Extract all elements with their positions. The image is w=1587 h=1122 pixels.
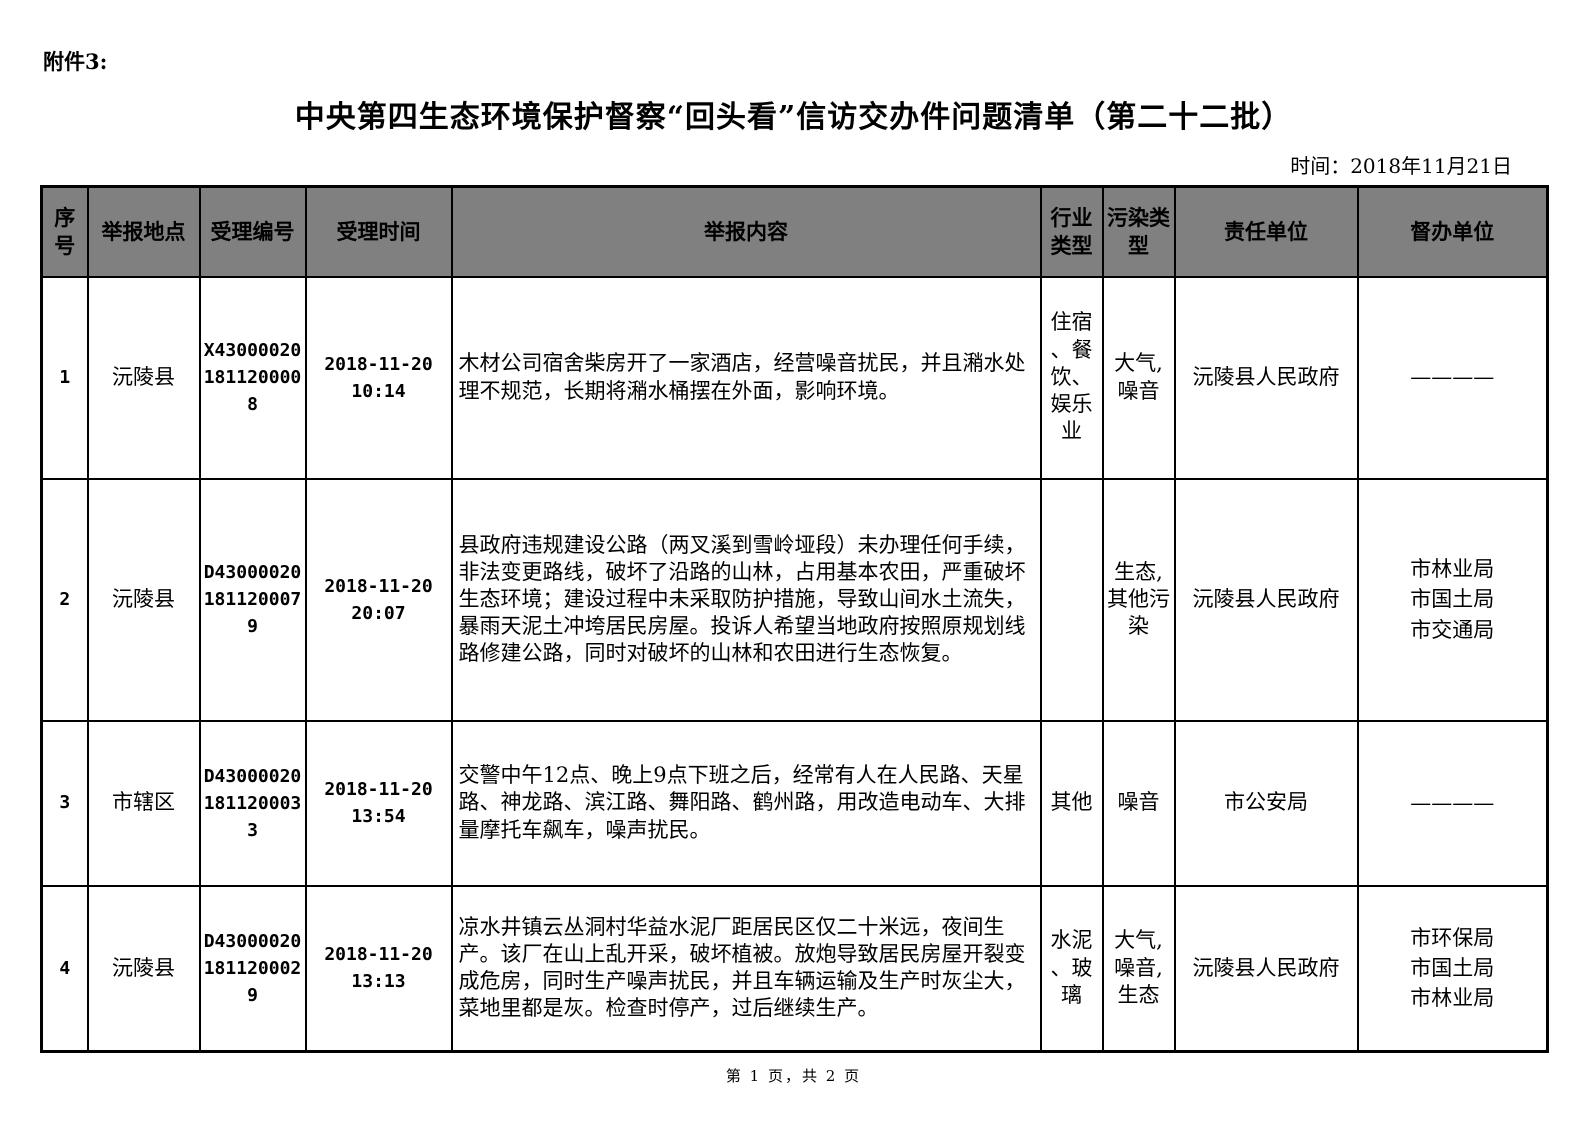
table-row: 1 沅陵县 X430000201811200008 2018-11-20 10:… xyxy=(40,275,1549,480)
cell-pollution-type: 噪音 xyxy=(1101,719,1176,887)
cell-pollution-type: 大气,噪音,生态 xyxy=(1101,884,1176,1053)
cell-case-no: D430000201811200033 xyxy=(198,719,307,887)
cell-industry-type: 住宿、餐饮、娱乐业 xyxy=(1039,275,1104,480)
cell-seq: 3 xyxy=(40,719,89,887)
cell-content: 凉水井镇云丛洞村华益水泥厂距居民区仅二十米远，夜间生产。该厂在山上乱开采，破坏植… xyxy=(450,884,1042,1053)
cell-location: 沅陵县 xyxy=(86,477,201,722)
table-row: 2 沅陵县 D430000201811200079 2018-11-20 20:… xyxy=(40,477,1549,722)
cell-accept-time: 2018-11-20 20:07 xyxy=(304,477,453,722)
cell-pollution-type: 大气,噪音 xyxy=(1101,275,1176,480)
header-industry-type: 行业类型 xyxy=(1039,185,1104,278)
table-row: 3 市辖区 D430000201811200033 2018-11-20 13:… xyxy=(40,719,1549,887)
header-pollution-type: 污染类型 xyxy=(1101,185,1176,278)
header-responsible-unit: 责任单位 xyxy=(1173,185,1359,278)
page-number-footer: 第 1 页，共 2 页 xyxy=(725,1067,862,1085)
cell-content: 木材公司宿舍柴房开了一家酒店，经营噪音扰民，并且潲水处理不规范，长期将潲水桶摆在… xyxy=(450,275,1042,480)
cell-accept-time: 2018-11-20 10:14 xyxy=(304,275,453,480)
cell-case-no: X430000201811200008 xyxy=(198,275,307,480)
cell-case-no: D430000201811200029 xyxy=(198,884,307,1053)
cell-supervising-unit: ———— xyxy=(1356,719,1549,887)
cell-responsible-unit: 沅陵县人民政府 xyxy=(1173,884,1359,1053)
cell-responsible-unit: 沅陵县人民政府 xyxy=(1173,275,1359,480)
cell-location: 市辖区 xyxy=(86,719,201,887)
cell-industry-type xyxy=(1039,477,1104,722)
cell-responsible-unit: 市公安局 xyxy=(1173,719,1359,887)
cell-case-no: D430000201811200079 xyxy=(198,477,307,722)
cell-responsible-unit: 沅陵县人民政府 xyxy=(1173,477,1359,722)
date-line: 时间：2018年11月21日 xyxy=(1290,154,1512,178)
cell-seq: 1 xyxy=(40,275,89,480)
cell-content: 县政府违规建设公路（两叉溪到雪岭垭段）未办理任何手续，非法变更路线，破坏了沿路的… xyxy=(450,477,1042,722)
header-seq: 序号 xyxy=(40,185,89,278)
cell-accept-time: 2018-11-20 13:54 xyxy=(304,719,453,887)
header-location: 举报地点 xyxy=(86,185,201,278)
header-case-no: 受理编号 xyxy=(198,185,307,278)
table-header-row: 序号 举报地点 受理编号 受理时间 举报内容 行业类型 污染类型 责任单位 督办… xyxy=(40,185,1549,278)
cell-industry-type: 水泥、玻璃 xyxy=(1039,884,1104,1053)
cell-accept-time: 2018-11-20 13:13 xyxy=(304,884,453,1053)
cell-seq: 4 xyxy=(40,884,89,1053)
attachment-label: 附件3: xyxy=(43,49,108,74)
cell-supervising-unit: 市林业局 市国土局 市交通局 xyxy=(1356,477,1549,722)
cell-pollution-type: 生态,其他污染 xyxy=(1101,477,1176,722)
cell-location: 沅陵县 xyxy=(86,884,201,1053)
cell-content: 交警中午12点、晚上9点下班之后，经常有人在人民路、天星路、神龙路、滨江路、舞阳… xyxy=(450,719,1042,887)
cell-industry-type: 其他 xyxy=(1039,719,1104,887)
cell-supervising-unit: ———— xyxy=(1356,275,1549,480)
cell-location: 沅陵县 xyxy=(86,275,201,480)
table-row: 4 沅陵县 D430000201811200029 2018-11-20 13:… xyxy=(40,884,1549,1053)
complaints-table: 序号 举报地点 受理编号 受理时间 举报内容 行业类型 污染类型 责任单位 督办… xyxy=(40,185,1549,1053)
header-accept-time: 受理时间 xyxy=(304,185,453,278)
header-content: 举报内容 xyxy=(450,185,1042,278)
page-title: 中央第四生态环境保护督察“回头看”信访交办件问题清单（第二十二批） xyxy=(294,100,1293,135)
header-supervising-unit: 督办单位 xyxy=(1356,185,1549,278)
cell-supervising-unit: 市环保局 市国土局 市林业局 xyxy=(1356,884,1549,1053)
cell-seq: 2 xyxy=(40,477,89,722)
